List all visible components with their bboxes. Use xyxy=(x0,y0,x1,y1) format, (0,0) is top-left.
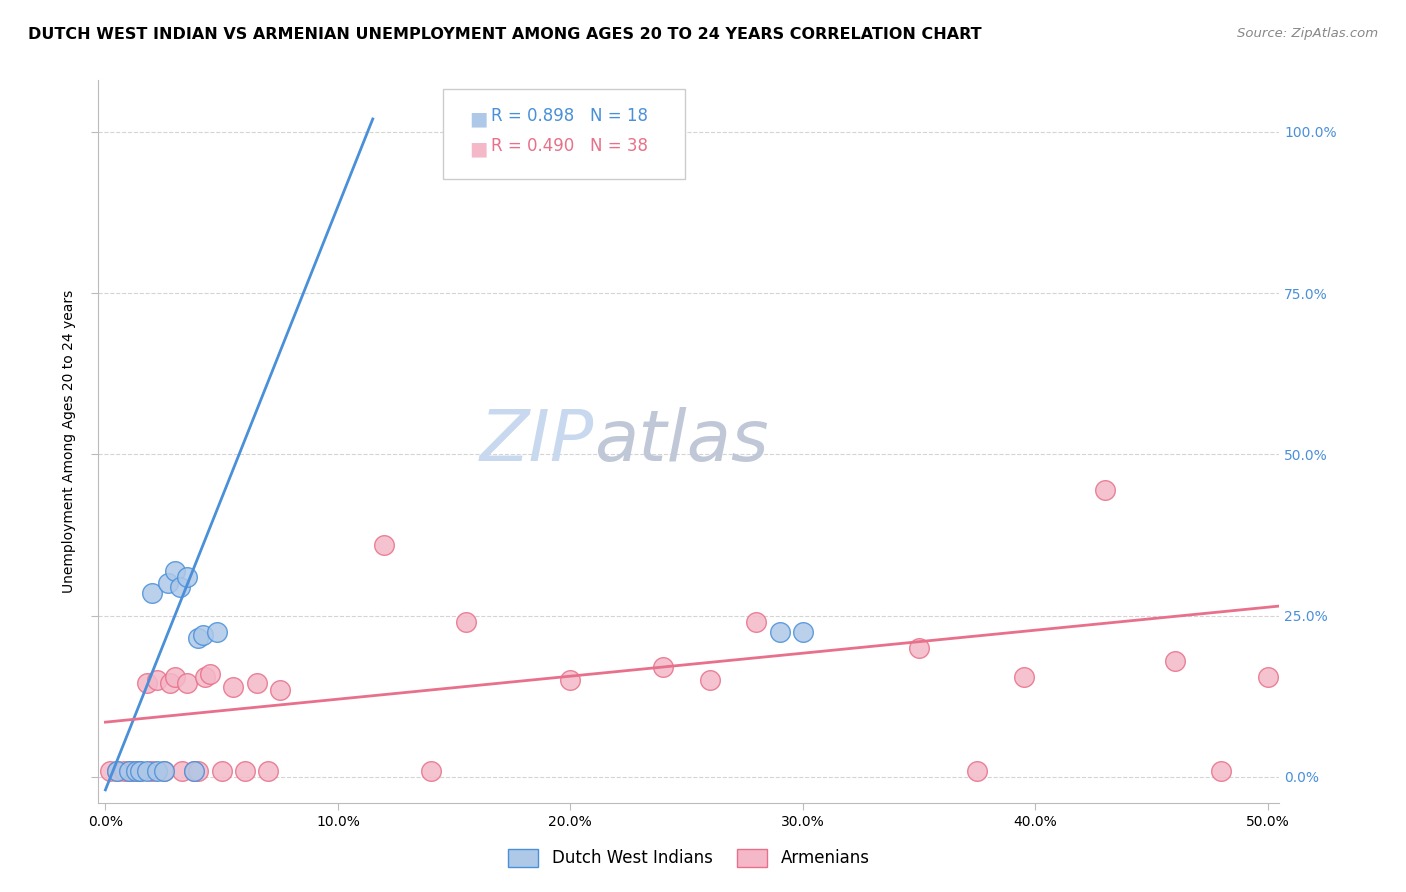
Point xyxy=(187,632,209,646)
Point xyxy=(652,660,675,674)
Point xyxy=(966,764,988,778)
Point xyxy=(373,538,395,552)
Point xyxy=(129,764,152,778)
Point xyxy=(1211,764,1233,778)
Text: atlas: atlas xyxy=(595,407,769,476)
Point xyxy=(165,564,187,578)
Text: Source: ZipAtlas.com: Source: ZipAtlas.com xyxy=(1237,27,1378,40)
Point xyxy=(136,676,159,690)
Point xyxy=(152,764,174,778)
Point xyxy=(560,673,582,688)
Point xyxy=(145,764,167,778)
Text: R = 0.898   N = 18: R = 0.898 N = 18 xyxy=(491,107,648,125)
Point xyxy=(233,764,256,778)
Point xyxy=(112,764,135,778)
Point xyxy=(245,676,267,690)
Point xyxy=(152,764,174,778)
Point xyxy=(1164,654,1187,668)
Point xyxy=(172,764,194,778)
Point xyxy=(145,673,167,688)
Point xyxy=(1257,670,1279,684)
Point xyxy=(105,764,128,778)
Point xyxy=(699,673,721,688)
Point xyxy=(1094,483,1116,497)
Point xyxy=(122,764,145,778)
Point xyxy=(908,640,931,655)
Point xyxy=(269,682,291,697)
Point xyxy=(183,764,205,778)
Text: ■: ■ xyxy=(470,109,488,128)
Point xyxy=(768,624,790,639)
Point xyxy=(792,624,814,639)
Point xyxy=(198,666,221,681)
Point xyxy=(205,624,228,639)
Point xyxy=(117,764,139,778)
Point xyxy=(105,764,128,778)
Point xyxy=(129,764,152,778)
Point xyxy=(191,628,214,642)
Point xyxy=(745,615,768,630)
Point xyxy=(183,764,205,778)
Legend: Dutch West Indians, Armenians: Dutch West Indians, Armenians xyxy=(502,842,876,874)
Point xyxy=(157,576,180,591)
Point xyxy=(176,676,198,690)
Point xyxy=(194,670,217,684)
Point xyxy=(454,615,477,630)
Text: R = 0.490   N = 38: R = 0.490 N = 38 xyxy=(491,137,648,155)
Point xyxy=(211,764,233,778)
Text: ■: ■ xyxy=(470,139,488,159)
Y-axis label: Unemployment Among Ages 20 to 24 years: Unemployment Among Ages 20 to 24 years xyxy=(62,290,76,593)
Point xyxy=(257,764,280,778)
Point xyxy=(159,676,181,690)
Point xyxy=(117,764,139,778)
Point xyxy=(169,580,191,594)
Point xyxy=(165,670,187,684)
Text: ZIP: ZIP xyxy=(479,407,595,476)
Point xyxy=(176,570,198,584)
Point xyxy=(136,764,159,778)
Point xyxy=(419,764,441,778)
Point xyxy=(124,764,146,778)
FancyBboxPatch shape xyxy=(443,89,685,179)
Text: DUTCH WEST INDIAN VS ARMENIAN UNEMPLOYMENT AMONG AGES 20 TO 24 YEARS CORRELATION: DUTCH WEST INDIAN VS ARMENIAN UNEMPLOYME… xyxy=(28,27,981,42)
Point xyxy=(141,764,163,778)
Point xyxy=(141,586,163,600)
Point xyxy=(1012,670,1035,684)
Point xyxy=(98,764,121,778)
Point xyxy=(222,680,245,694)
Point xyxy=(187,764,209,778)
